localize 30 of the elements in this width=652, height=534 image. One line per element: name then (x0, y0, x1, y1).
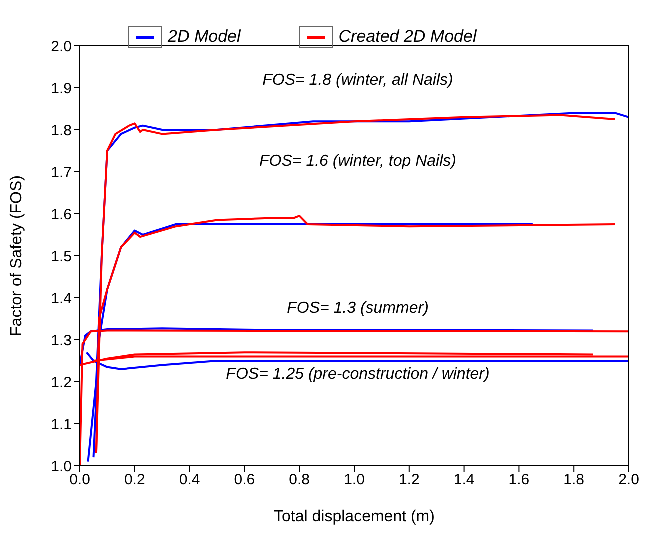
y-tick-label: 1.0 (51, 458, 72, 476)
y-tick-label: 1.6 (51, 206, 72, 224)
annotation: FOS= 1.8 (winter, all Nails) (262, 72, 454, 89)
x-tick-label: 0.4 (179, 472, 200, 489)
x-tick-label: 0.6 (234, 472, 256, 489)
y-tick-label: 1.9 (51, 80, 72, 98)
legend-label: 2D Model (168, 27, 241, 47)
y-tick-label: 1.8 (51, 122, 72, 140)
annotation: FOS= 1.25 (pre-construction / winter) (226, 366, 490, 383)
x-tick-label: 1.6 (508, 472, 530, 489)
y-tick-label: 1.1 (51, 416, 72, 434)
x-tick-label: 1.2 (398, 472, 420, 489)
annotation: FOS= 1.6 (winter, top Nails) (260, 153, 456, 170)
y-axis-title: Factor of Safety (FOS) (8, 176, 26, 336)
x-tick-label: 0.8 (289, 472, 310, 489)
x-tick-label: 0.0 (70, 472, 90, 489)
y-tick-label: 1.5 (51, 248, 72, 266)
y-tick-label: 1.7 (51, 164, 72, 182)
y-tick-label: 1.3 (51, 332, 72, 350)
x-tick-label: 2.0 (618, 472, 640, 489)
y-tick-label: 1.2 (51, 374, 72, 392)
legend-label: Created 2D Model (338, 27, 477, 47)
x-tick-label: 1.8 (564, 472, 585, 489)
x-axis-title: Total displacement (m) (274, 508, 435, 526)
x-tick-label: 0.2 (124, 472, 146, 489)
y-tick-label: 2.0 (51, 38, 72, 56)
annotation: FOS= 1.3 (summer) (287, 300, 429, 317)
x-tick-label: 1.0 (344, 472, 365, 489)
x-tick-label: 1.4 (454, 472, 475, 489)
y-tick-label: 1.4 (51, 290, 72, 308)
